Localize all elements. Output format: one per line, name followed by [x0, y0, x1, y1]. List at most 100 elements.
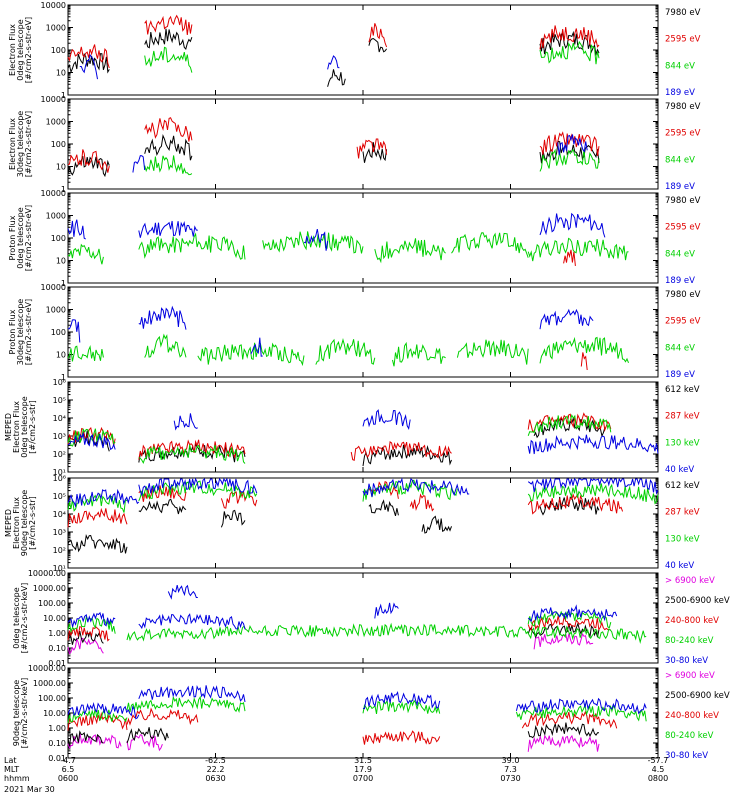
y-tick-label: 10	[56, 163, 66, 172]
y-axis-label-line: MEPED	[4, 413, 13, 441]
series-trace-287-kev	[220, 489, 258, 509]
legend-entry: 30-80 keV	[665, 656, 708, 666]
series-trace-844-ev	[539, 148, 600, 172]
series-trace-612-kev	[533, 417, 606, 439]
series-trace-287-kev	[138, 439, 246, 460]
y-tick-label: 10	[56, 351, 66, 360]
panel-1: 1 10 100 1000 10000 Electron Flux0deg telesco…	[8, 1, 701, 100]
y-axis-label-line: 90deg telescope	[12, 680, 21, 747]
legend-entry: 240-800 keV	[665, 616, 719, 626]
x-tick-label-hhmm: 0630	[205, 774, 225, 783]
legend-entry: 844 eV	[665, 343, 695, 353]
y-axis-label-line: Electron Flux	[12, 401, 21, 453]
legend-entry: 2595 eV	[665, 129, 701, 139]
legend-entry: 189 eV	[665, 276, 695, 286]
x-tick-label-mlt: 22.2	[207, 765, 225, 774]
x-tick-label-hhmm: 0700	[353, 774, 373, 783]
series-trace-2500-6900-kev	[527, 721, 599, 739]
y-tick-label: 10	[56, 69, 66, 78]
series-trace-2595-ev	[368, 23, 388, 48]
series-trace-189-ev	[557, 134, 588, 156]
legend-entry: 80-240 keV	[665, 636, 714, 646]
legend-entry: 612 keV	[665, 481, 700, 491]
y-axis-label-line: Electron Flux	[12, 497, 21, 549]
series-trace-612-kev	[67, 534, 128, 554]
y-tick-label: 10⁴	[53, 414, 66, 423]
panel-5: 10¹ 10² 10³ 10⁴ 10⁵ 10⁶ MEPEDElectron Flux0deg…	[4, 378, 700, 477]
y-axis-label: 0deg telescope[#/cm2-s-str-keV]	[12, 583, 29, 654]
series-trace-189-ev	[303, 228, 329, 251]
series-trace-844-ev	[451, 232, 529, 258]
series-trace-2595-ev	[539, 131, 600, 156]
panel-4: 1 10 100 1000 10000 Proton Flux30deg telescop…	[8, 283, 701, 382]
series-trace-844-ev	[144, 46, 193, 73]
series-trace-2500-6900-kev	[67, 630, 104, 645]
legend-entry: 189 eV	[665, 182, 695, 192]
series-trace-80-240-kev	[67, 708, 128, 724]
y-tick-label: 10¹	[53, 564, 66, 573]
x-tick-label-hhmm: 0600	[58, 774, 78, 783]
series-trace-287-kev	[67, 426, 116, 446]
y-tick-label: 100	[51, 46, 66, 55]
legend-entry: 40 keV	[665, 561, 694, 571]
series-trace-844-ev	[262, 231, 364, 254]
y-axis-label-line: Proton Flux	[8, 215, 17, 260]
series-trace-30-80-kev	[67, 611, 116, 628]
series-trace-30-80-kev	[67, 702, 140, 720]
y-tick-label: 1000	[46, 212, 66, 221]
series-trace-844-ev	[67, 243, 104, 265]
series-trace-7980-ev	[144, 28, 193, 50]
plot-frame	[67, 572, 659, 664]
series-trace-189-ev	[327, 55, 340, 70]
y-tick-label: 10⁵	[53, 492, 66, 501]
series-trace-2595-ev	[580, 352, 588, 371]
y-tick-label: 1	[61, 373, 66, 382]
date-label: 2021 Mar 30	[4, 785, 55, 794]
series-trace-40-kev	[67, 488, 140, 509]
series-trace-189-ev	[68, 319, 81, 343]
series-trace-40-kev	[173, 413, 198, 431]
y-tick-label: 100	[51, 140, 66, 149]
panel-7: 0.01 0.10 1.00 10.00 100.00 1000.00 10000.00 0d…	[12, 569, 730, 668]
series-trace-287-kev	[527, 493, 624, 515]
y-tick-label: 10000	[41, 95, 66, 104]
series-trace-40-kev	[362, 477, 470, 498]
legend-entry: 844 eV	[665, 155, 695, 165]
y-tick-label: 10000.00	[28, 664, 66, 673]
x-tick-label-mlt: 6.5	[62, 765, 75, 774]
y-axis-label-line: Proton Flux	[8, 309, 17, 354]
y-axis-label: 90deg telescope[#/cm2-s-str-keV]	[12, 678, 29, 749]
series-trace-844-ev	[539, 40, 600, 65]
series-trace-189-ev	[132, 155, 146, 173]
panel-6: 10¹ 10² 10³ 10⁴ 10⁵ 10⁶ MEPEDElectron Flux90de…	[4, 474, 700, 573]
legend-entry: > 6900 keV	[665, 576, 715, 586]
x-tick-label-lat: -62.5	[205, 756, 226, 765]
y-tick-label: 10²	[53, 546, 66, 555]
legend-entry: 287 keV	[665, 412, 700, 422]
legend-entry: 612 keV	[665, 385, 700, 395]
y-tick-label: 10000	[41, 1, 66, 10]
series-trace-240-800-kev	[521, 710, 618, 729]
y-axis-label: Proton Flux30deg telescope[#/cm2-s-str-e…	[8, 299, 33, 366]
series-trace-7980-ev	[362, 142, 388, 163]
series-trace-2595-ev	[563, 249, 576, 266]
y-tick-label: 1.00	[48, 629, 66, 638]
y-tick-label: 0.10	[48, 644, 66, 653]
series-trace-2595-ev	[356, 138, 388, 159]
y-tick-label: 100.00	[38, 694, 66, 703]
legend-entry: > 6900 keV	[665, 671, 715, 681]
series-trace-612-kev	[368, 499, 399, 517]
y-tick-label: 10⁵	[53, 396, 66, 405]
y-tick-label: 10	[56, 257, 66, 266]
legend-entry: 2595 eV	[665, 317, 701, 327]
series-trace-240-800-kev	[67, 626, 110, 642]
y-tick-label: 1.00	[48, 724, 66, 733]
series-trace-80-240-kev	[515, 703, 647, 722]
x-tick-label-mlt: 7.3	[504, 765, 517, 774]
series-trace-40-kev	[67, 431, 116, 451]
legend-entry: 7980 eV	[665, 290, 701, 300]
series-trace-80-240-kev	[126, 695, 246, 713]
series-trace-844-ev	[144, 333, 187, 358]
